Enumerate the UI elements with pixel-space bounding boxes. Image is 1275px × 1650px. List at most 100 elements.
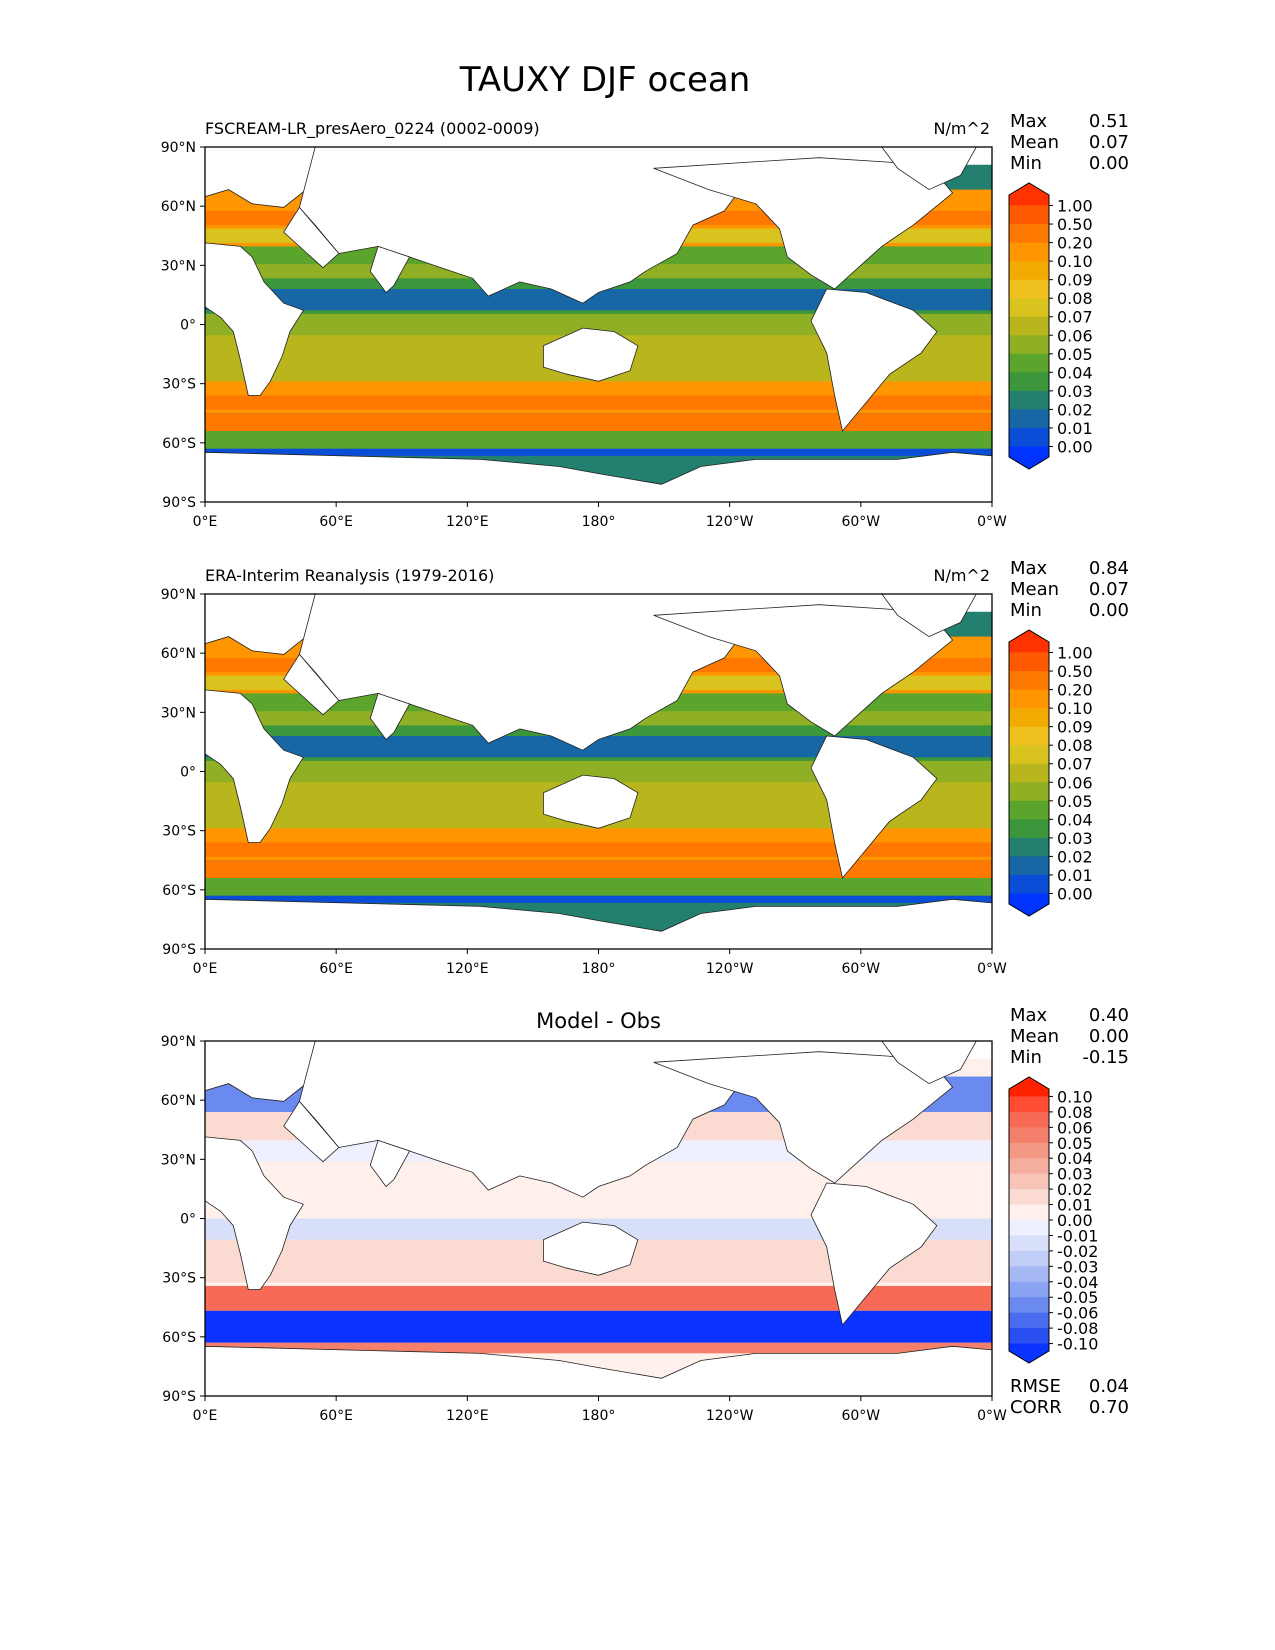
y-tick-label: 90°S	[162, 1389, 196, 1405]
map-field	[205, 594, 992, 949]
colorbar-extend-top	[1009, 183, 1049, 206]
stat-value: -0.15	[1082, 1047, 1129, 1068]
map-panel-2: ERA-Interim Reanalysis (1979-2016) N/m^2 0…	[161, 558, 1129, 977]
colorbar-segment	[1009, 837, 1049, 857]
field-band	[205, 736, 992, 758]
colorbar-outline	[1008, 182, 1050, 470]
colorbar-label: 0.01	[1057, 866, 1093, 885]
land-mass-4	[369, 245, 411, 294]
stat-value: 0.04	[1089, 1376, 1129, 1397]
y-tick-label: 0°	[180, 765, 196, 781]
y-tick-label: 60°N	[161, 646, 196, 662]
colorbar-segment	[1009, 1173, 1049, 1190]
map-panel-3: Model - Obs 0°E 60°E 120°E 180° 120°W 60°W 0°W 9…	[161, 1005, 1129, 1424]
x-tick-label: 0°E	[193, 1408, 218, 1424]
colorbar-extend-bottom	[1009, 446, 1049, 469]
x-tick-label: 60°W	[841, 1408, 880, 1424]
map-field	[205, 147, 992, 502]
x-tick-label: 120°E	[446, 1408, 489, 1424]
colorbar-segment	[1009, 671, 1049, 691]
x-tick-label: 0°W	[977, 514, 1007, 530]
y-tick-label: 60°N	[161, 199, 196, 215]
colorbar-segment	[1009, 1189, 1049, 1206]
colorbar-label: -0.04	[1057, 1273, 1098, 1292]
y-tick-label: 90°N	[161, 587, 196, 603]
field-band	[205, 448, 992, 456]
map-field	[205, 1041, 992, 1396]
land-mass-4	[369, 692, 411, 741]
colorbar-label: 0.06	[1057, 773, 1093, 792]
y-tick-label: 0°	[180, 318, 196, 334]
colorbar-segment	[1009, 409, 1049, 429]
stat-label: Mean	[1010, 132, 1059, 153]
colorbar-segment	[1009, 1127, 1049, 1144]
field-band	[205, 895, 992, 903]
colorbar-segment	[1009, 1328, 1049, 1345]
field-band	[205, 842, 992, 857]
colorbar-label: 0.04	[1057, 1149, 1093, 1168]
colorbar-label: 1.00	[1057, 197, 1093, 216]
colorbar-segment	[1009, 652, 1049, 672]
colorbar-label: 0.00	[1057, 884, 1093, 903]
y-tick-label: 30°S	[162, 1271, 196, 1287]
colorbar-label: 1.00	[1057, 644, 1093, 663]
colorbar-segment	[1009, 1111, 1049, 1128]
colorbar-label: -0.10	[1057, 1335, 1098, 1354]
stat-label: Min	[1010, 1047, 1042, 1068]
colorbar-label: 0.20	[1057, 681, 1093, 700]
x-tick-label: 60°W	[841, 961, 880, 977]
colorbar-segment	[1009, 279, 1049, 299]
colorbar-segment	[1009, 1312, 1049, 1329]
stat-label: Max	[1010, 1005, 1048, 1026]
colorbar-label: 0.01	[1057, 419, 1093, 438]
colorbar-segment	[1009, 745, 1049, 765]
colorbar-label: 0.09	[1057, 271, 1093, 290]
colorbar-segment	[1009, 372, 1049, 392]
land-mass-5	[283, 1100, 340, 1163]
field-band	[205, 395, 992, 410]
colorbar-label: 0.08	[1057, 736, 1093, 755]
field-band	[205, 1310, 992, 1343]
colorbar-label: 0.02	[1057, 847, 1093, 866]
stat-value: 0.00	[1089, 600, 1129, 621]
panel-units: N/m^2	[933, 566, 990, 585]
x-tick-label: 120°E	[446, 514, 489, 530]
land-mass-1	[205, 689, 305, 843]
x-tick-label: 60°E	[319, 961, 353, 977]
colorbar-label: -0.05	[1057, 1288, 1098, 1307]
colorbar-label: 0.04	[1057, 363, 1093, 382]
map-panel-1: FSCREAM-LR_presAero_0224 (0002-0009) N/m^…	[161, 111, 1129, 530]
colorbar-segment	[1009, 242, 1049, 262]
colorbar-label: 0.02	[1057, 1180, 1093, 1199]
colorbar-label: -0.03	[1057, 1257, 1098, 1276]
y-tick-label: 90°S	[162, 495, 196, 511]
land-mass-8	[881, 594, 977, 638]
y-tick-label: 30°S	[162, 377, 196, 393]
colorbar-segment	[1009, 353, 1049, 373]
colorbar-label: 0.05	[1057, 345, 1093, 364]
colorbar-segment	[1009, 261, 1049, 281]
y-tick-label: 90°N	[161, 1034, 196, 1050]
colorbar-segment	[1009, 1281, 1049, 1298]
colorbar-segment	[1009, 390, 1049, 410]
y-tick-label: 60°S	[162, 1330, 196, 1346]
land-mass-9	[810, 288, 938, 432]
colorbar-label: 0.08	[1057, 289, 1093, 308]
colorbar-label: 0.50	[1057, 215, 1093, 234]
stat-label: Max	[1010, 558, 1048, 579]
y-tick-label: 30°N	[161, 258, 196, 274]
colorbar-outline	[1008, 629, 1050, 917]
colorbar-label: 0.07	[1057, 308, 1093, 327]
colorbar-segment	[1009, 298, 1049, 318]
colorbar-segment	[1009, 427, 1049, 447]
colorbar-segment	[1009, 335, 1049, 355]
land-mass-4	[369, 1139, 411, 1188]
colorbar-label: 0.50	[1057, 662, 1093, 681]
y-tick-label: 0°	[180, 1212, 196, 1228]
colorbar: 0.100.080.060.050.040.030.020.010.00-0.0…	[1008, 1076, 1098, 1364]
colorbar-label: 0.02	[1057, 400, 1093, 419]
colorbar-segment	[1009, 708, 1049, 728]
x-tick-label: 60°E	[319, 514, 353, 530]
stat-value: 0.51	[1089, 111, 1129, 132]
colorbar-segment	[1009, 1220, 1049, 1236]
